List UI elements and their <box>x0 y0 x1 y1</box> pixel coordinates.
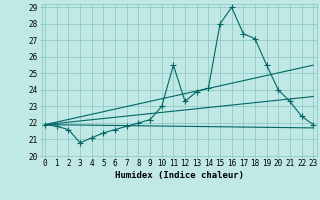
X-axis label: Humidex (Indice chaleur): Humidex (Indice chaleur) <box>115 171 244 180</box>
